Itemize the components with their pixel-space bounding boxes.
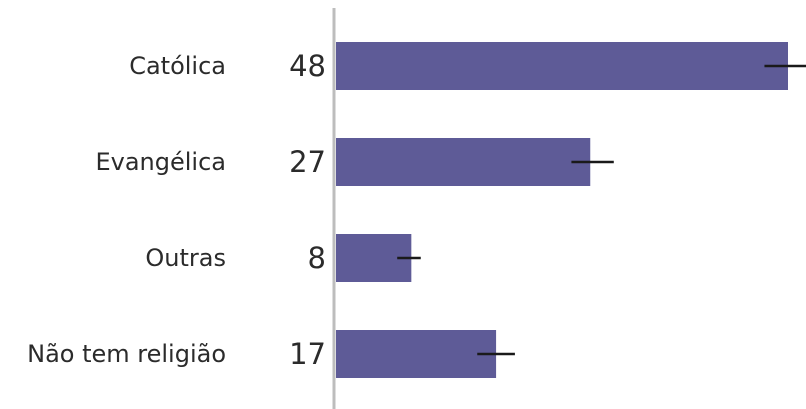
bars — [336, 42, 788, 378]
bar — [336, 138, 591, 186]
category-label: Católica — [129, 52, 226, 80]
value-label: 17 — [289, 337, 326, 371]
value-label: 48 — [289, 49, 326, 83]
value-labels: 48 27 8 17 — [289, 49, 326, 371]
value-label: 8 — [308, 241, 326, 275]
value-label: 27 — [289, 145, 326, 179]
category-labels: Católica Evangélica Outras Não tem religião — [27, 52, 226, 368]
bar — [336, 42, 788, 90]
error-bars — [397, 64, 806, 356]
bar — [336, 330, 497, 378]
category-label: Outras — [145, 244, 226, 272]
category-label: Evangélica — [95, 148, 226, 176]
category-label: Não tem religião — [27, 340, 226, 368]
